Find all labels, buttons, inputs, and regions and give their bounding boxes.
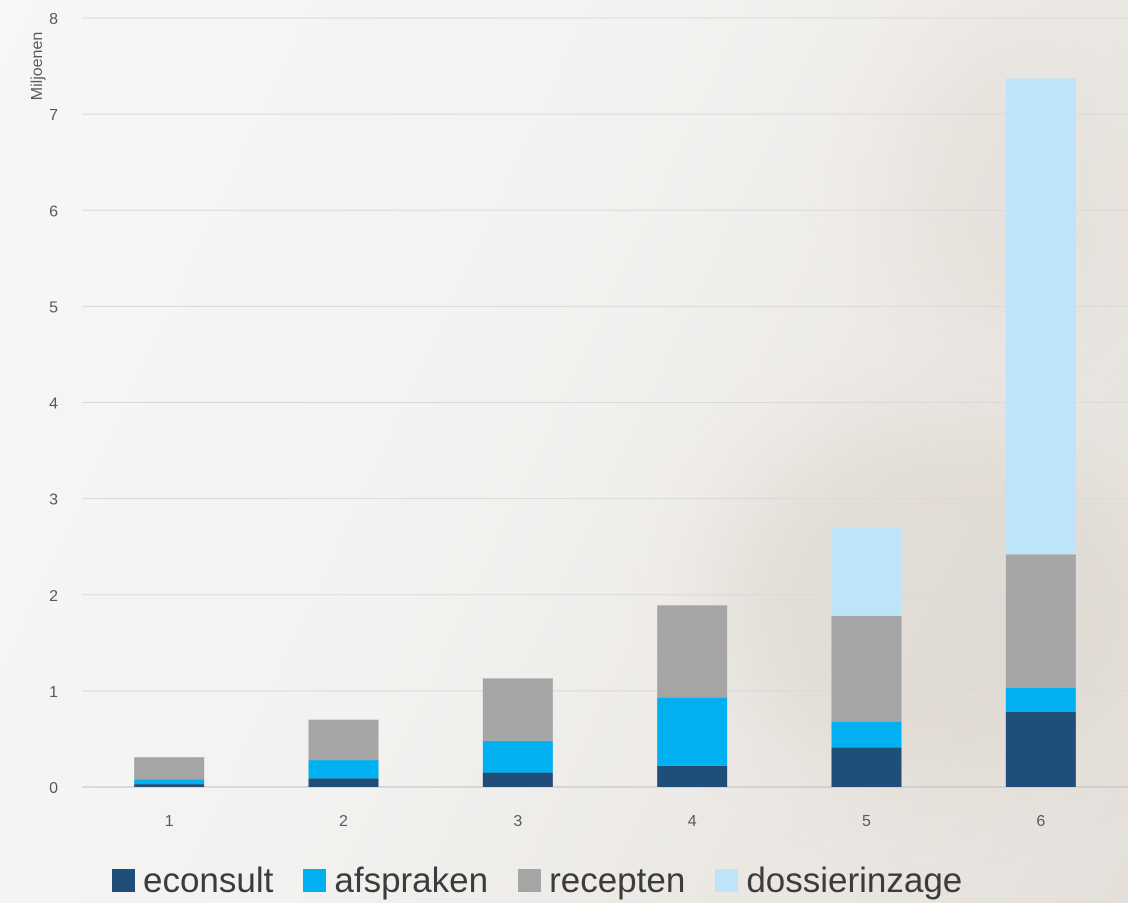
y-tick-label: 4 [49,396,58,413]
bar-segment-recepten-4 [657,605,728,698]
legend-item-econsult: econsult [112,861,273,901]
x-tick-label: 2 [339,813,348,830]
bar-segment-econsult-3 [482,772,553,787]
legend-label: econsult [143,860,274,900]
bar-segment-recepten-3 [482,678,553,741]
bar-segment-recepten-5 [831,615,902,722]
legend-label: dossierinzage [746,860,963,900]
bar-segment-econsult-6 [1005,712,1076,787]
y-axis-title: Miljoenen [29,32,46,100]
bar-segment-afspraken-5 [831,721,902,748]
chart-legend: econsult afspraken recepten dossierinzage [112,858,962,903]
bar-segment-afspraken-6 [1005,687,1076,713]
y-tick-label: 5 [49,299,58,316]
x-tick-label: 6 [1036,813,1045,830]
legend-item-afspraken: afspraken [303,861,488,901]
x-tick-label: 3 [513,813,522,830]
bar-segment-recepten-6 [1005,554,1076,688]
y-tick-label: 3 [49,492,58,509]
x-axis-ticks: 1 2 3 4 5 6 [165,813,1046,830]
gridlines [82,17,1128,788]
y-tick-label: 6 [49,203,58,220]
legend-label: recepten [549,860,686,900]
bar-segment-econsult-1 [134,784,205,787]
bar-segment-afspraken-2 [308,760,379,779]
legend-swatch [715,869,739,892]
x-tick-label: 1 [165,813,174,830]
bar-segment-dossierinzage-6 [1005,78,1076,555]
y-tick-label: 0 [49,780,58,797]
y-tick-label: 8 [49,11,58,28]
x-tick-label: 5 [862,813,871,830]
bar-segment-recepten-2 [308,719,379,761]
bar-segment-econsult-4 [657,765,728,787]
bar-segment-dossierinzage-5 [831,527,902,616]
y-tick-label: 1 [49,684,58,701]
bar-segment-afspraken-1 [134,779,205,785]
x-tick-label: 4 [688,813,697,830]
legend-label: afspraken [334,860,489,900]
legend-swatch [112,869,135,892]
bars [134,78,1076,787]
legend-swatch [518,869,542,892]
bar-segment-afspraken-3 [482,740,553,773]
y-tick-label: 7 [49,107,58,124]
y-axis-ticks: 0 1 2 3 4 5 6 7 8 [49,11,58,797]
legend-swatch [303,869,327,892]
legend-item-recepten: recepten [518,861,685,901]
bar-segment-recepten-1 [134,757,205,780]
legend-item-dossierinzage: dossierinzage [715,861,962,901]
bar-segment-econsult-5 [831,747,902,787]
stacked-bar-chart: 0 1 2 3 4 5 6 7 8 1 2 3 4 5 6 Miljoenen [29,11,1128,830]
bar-segment-econsult-2 [308,778,379,787]
y-tick-label: 2 [49,588,58,605]
bar-segment-afspraken-4 [657,697,728,766]
